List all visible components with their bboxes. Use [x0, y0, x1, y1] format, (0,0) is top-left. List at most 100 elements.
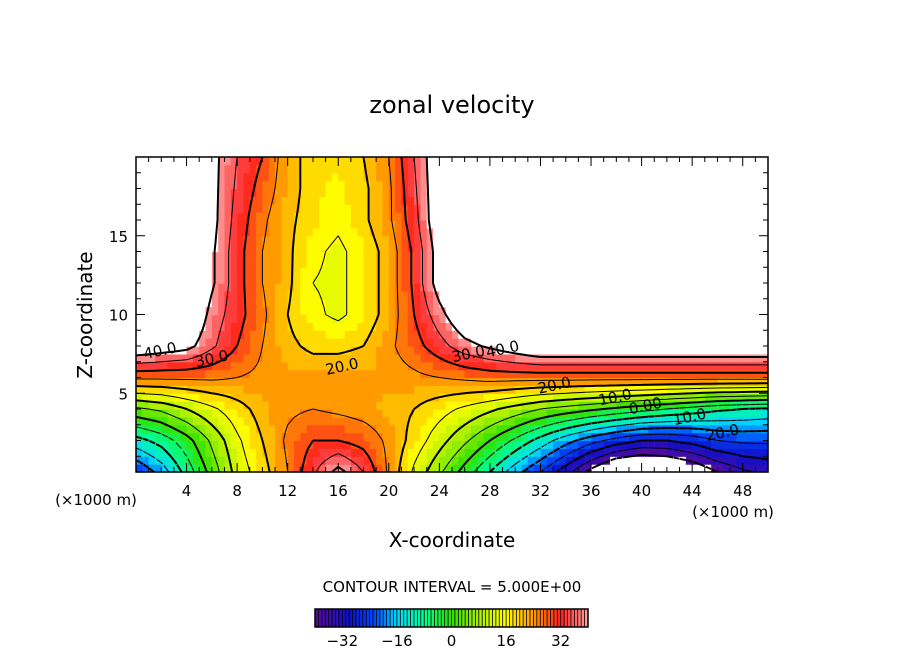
- heatmap-cell: [597, 180, 605, 190]
- heatmap-cell: [654, 275, 662, 284]
- heatmap-cell: [603, 164, 611, 174]
- heatmap-cell: [338, 188, 346, 197]
- heatmap-cell: [312, 157, 320, 166]
- heatmap-cell: [312, 204, 320, 213]
- heatmap-cell: [521, 338, 529, 347]
- heatmap-cell: [723, 243, 731, 253]
- heatmap-cell: [515, 330, 523, 339]
- heatmap-cell: [597, 283, 605, 292]
- heatmap-cell: [237, 235, 245, 245]
- heatmap-cell: [154, 267, 162, 276]
- heatmap-cell: [470, 212, 478, 221]
- heatmap-cell: [540, 306, 548, 316]
- heatmap-cell: [464, 251, 472, 260]
- heatmap-cell: [218, 172, 226, 182]
- heatmap-cell: [755, 290, 763, 300]
- heatmap-cell: [654, 235, 662, 245]
- heatmap-cell: [515, 212, 523, 221]
- heatmap-cell: [565, 393, 573, 402]
- heatmap-cell: [249, 251, 257, 260]
- heatmap-cell: [161, 298, 169, 308]
- heatmap-cell: [616, 157, 624, 166]
- heatmap-cell: [199, 164, 207, 174]
- heatmap-cell: [218, 267, 226, 276]
- heatmap-cell: [363, 322, 371, 331]
- heatmap-cell: [407, 369, 415, 379]
- heatmap-cell: [142, 275, 150, 284]
- heatmap-cell: [338, 251, 346, 260]
- heatmap-cell: [433, 346, 440, 355]
- heatmap-cell: [148, 338, 156, 347]
- heatmap-cell: [325, 424, 333, 434]
- heatmap-cell: [407, 157, 415, 166]
- heatmap-cell: [692, 322, 700, 331]
- heatmap-cell: [388, 164, 396, 174]
- heatmap-cell: [527, 180, 535, 190]
- heatmap-cell: [749, 259, 756, 268]
- heatmap-cell: [749, 338, 756, 347]
- heatmap-cell: [186, 220, 194, 229]
- heatmap-cell: [262, 440, 270, 449]
- heatmap-cell: [395, 314, 403, 323]
- heatmap-cell: [205, 432, 213, 442]
- heatmap-cell: [338, 385, 346, 394]
- heatmap-cell: [654, 227, 662, 237]
- heatmap-cell: [275, 346, 282, 355]
- heatmap-cell: [237, 251, 245, 260]
- heatmap-cell: [180, 212, 188, 221]
- heatmap-cell: [230, 290, 238, 300]
- heatmap-cell: [470, 196, 478, 205]
- heatmap-cell: [256, 243, 263, 253]
- heatmap-cell: [692, 448, 700, 457]
- heatmap-cell: [325, 416, 333, 426]
- heatmap-cell: [736, 369, 744, 379]
- heatmap-cell: [515, 409, 523, 418]
- heatmap-cell: [660, 314, 668, 323]
- heatmap-cell: [578, 448, 586, 457]
- heatmap-cell: [281, 306, 289, 316]
- heatmap-cell: [401, 338, 409, 347]
- heatmap-cell: [136, 456, 143, 465]
- heatmap-cell: [711, 267, 719, 276]
- heatmap-cell: [180, 196, 188, 205]
- heatmap-cell: [477, 164, 485, 174]
- heatmap-cell: [502, 220, 510, 229]
- heatmap-cell: [445, 401, 453, 410]
- heatmap-cell: [521, 283, 529, 292]
- heatmap-cell: [742, 346, 750, 355]
- heatmap-cell: [489, 290, 497, 300]
- heatmap-cell: [186, 424, 194, 434]
- heatmap-cell: [287, 196, 295, 205]
- heatmap-cell: [666, 456, 674, 465]
- heatmap-cell: [666, 338, 674, 347]
- heatmap-cell: [287, 220, 295, 229]
- heatmap-cell: [230, 464, 238, 473]
- heatmap-cell: [312, 393, 320, 402]
- heatmap-cell: [136, 322, 143, 331]
- heatmap-cell: [281, 283, 289, 292]
- x-tick-label: 36: [581, 482, 600, 500]
- heatmap-cell: [723, 251, 731, 260]
- heatmap-cell: [540, 212, 548, 221]
- heatmap-cell: [502, 180, 510, 190]
- heatmap-cell: [610, 353, 617, 363]
- heatmap-cell: [249, 204, 257, 213]
- heatmap-cell: [622, 290, 630, 300]
- heatmap-cell: [584, 259, 592, 268]
- heatmap-cell: [426, 377, 434, 386]
- heatmap-cell: [224, 361, 232, 371]
- heatmap-cell: [527, 164, 535, 174]
- heatmap-cell: [723, 180, 731, 190]
- heatmap-cell: [363, 409, 371, 418]
- heatmap-cell: [723, 369, 731, 379]
- heatmap-cell: [186, 456, 194, 465]
- heatmap-cell: [167, 172, 175, 182]
- heatmap-cell: [452, 393, 459, 402]
- heatmap-cell: [597, 290, 605, 300]
- heatmap-cell: [180, 243, 188, 253]
- heatmap-cell: [211, 164, 219, 174]
- heatmap-cell: [496, 369, 504, 379]
- heatmap-cell: [192, 196, 200, 205]
- heatmap-cell: [603, 346, 611, 355]
- heatmap-cell: [742, 267, 750, 276]
